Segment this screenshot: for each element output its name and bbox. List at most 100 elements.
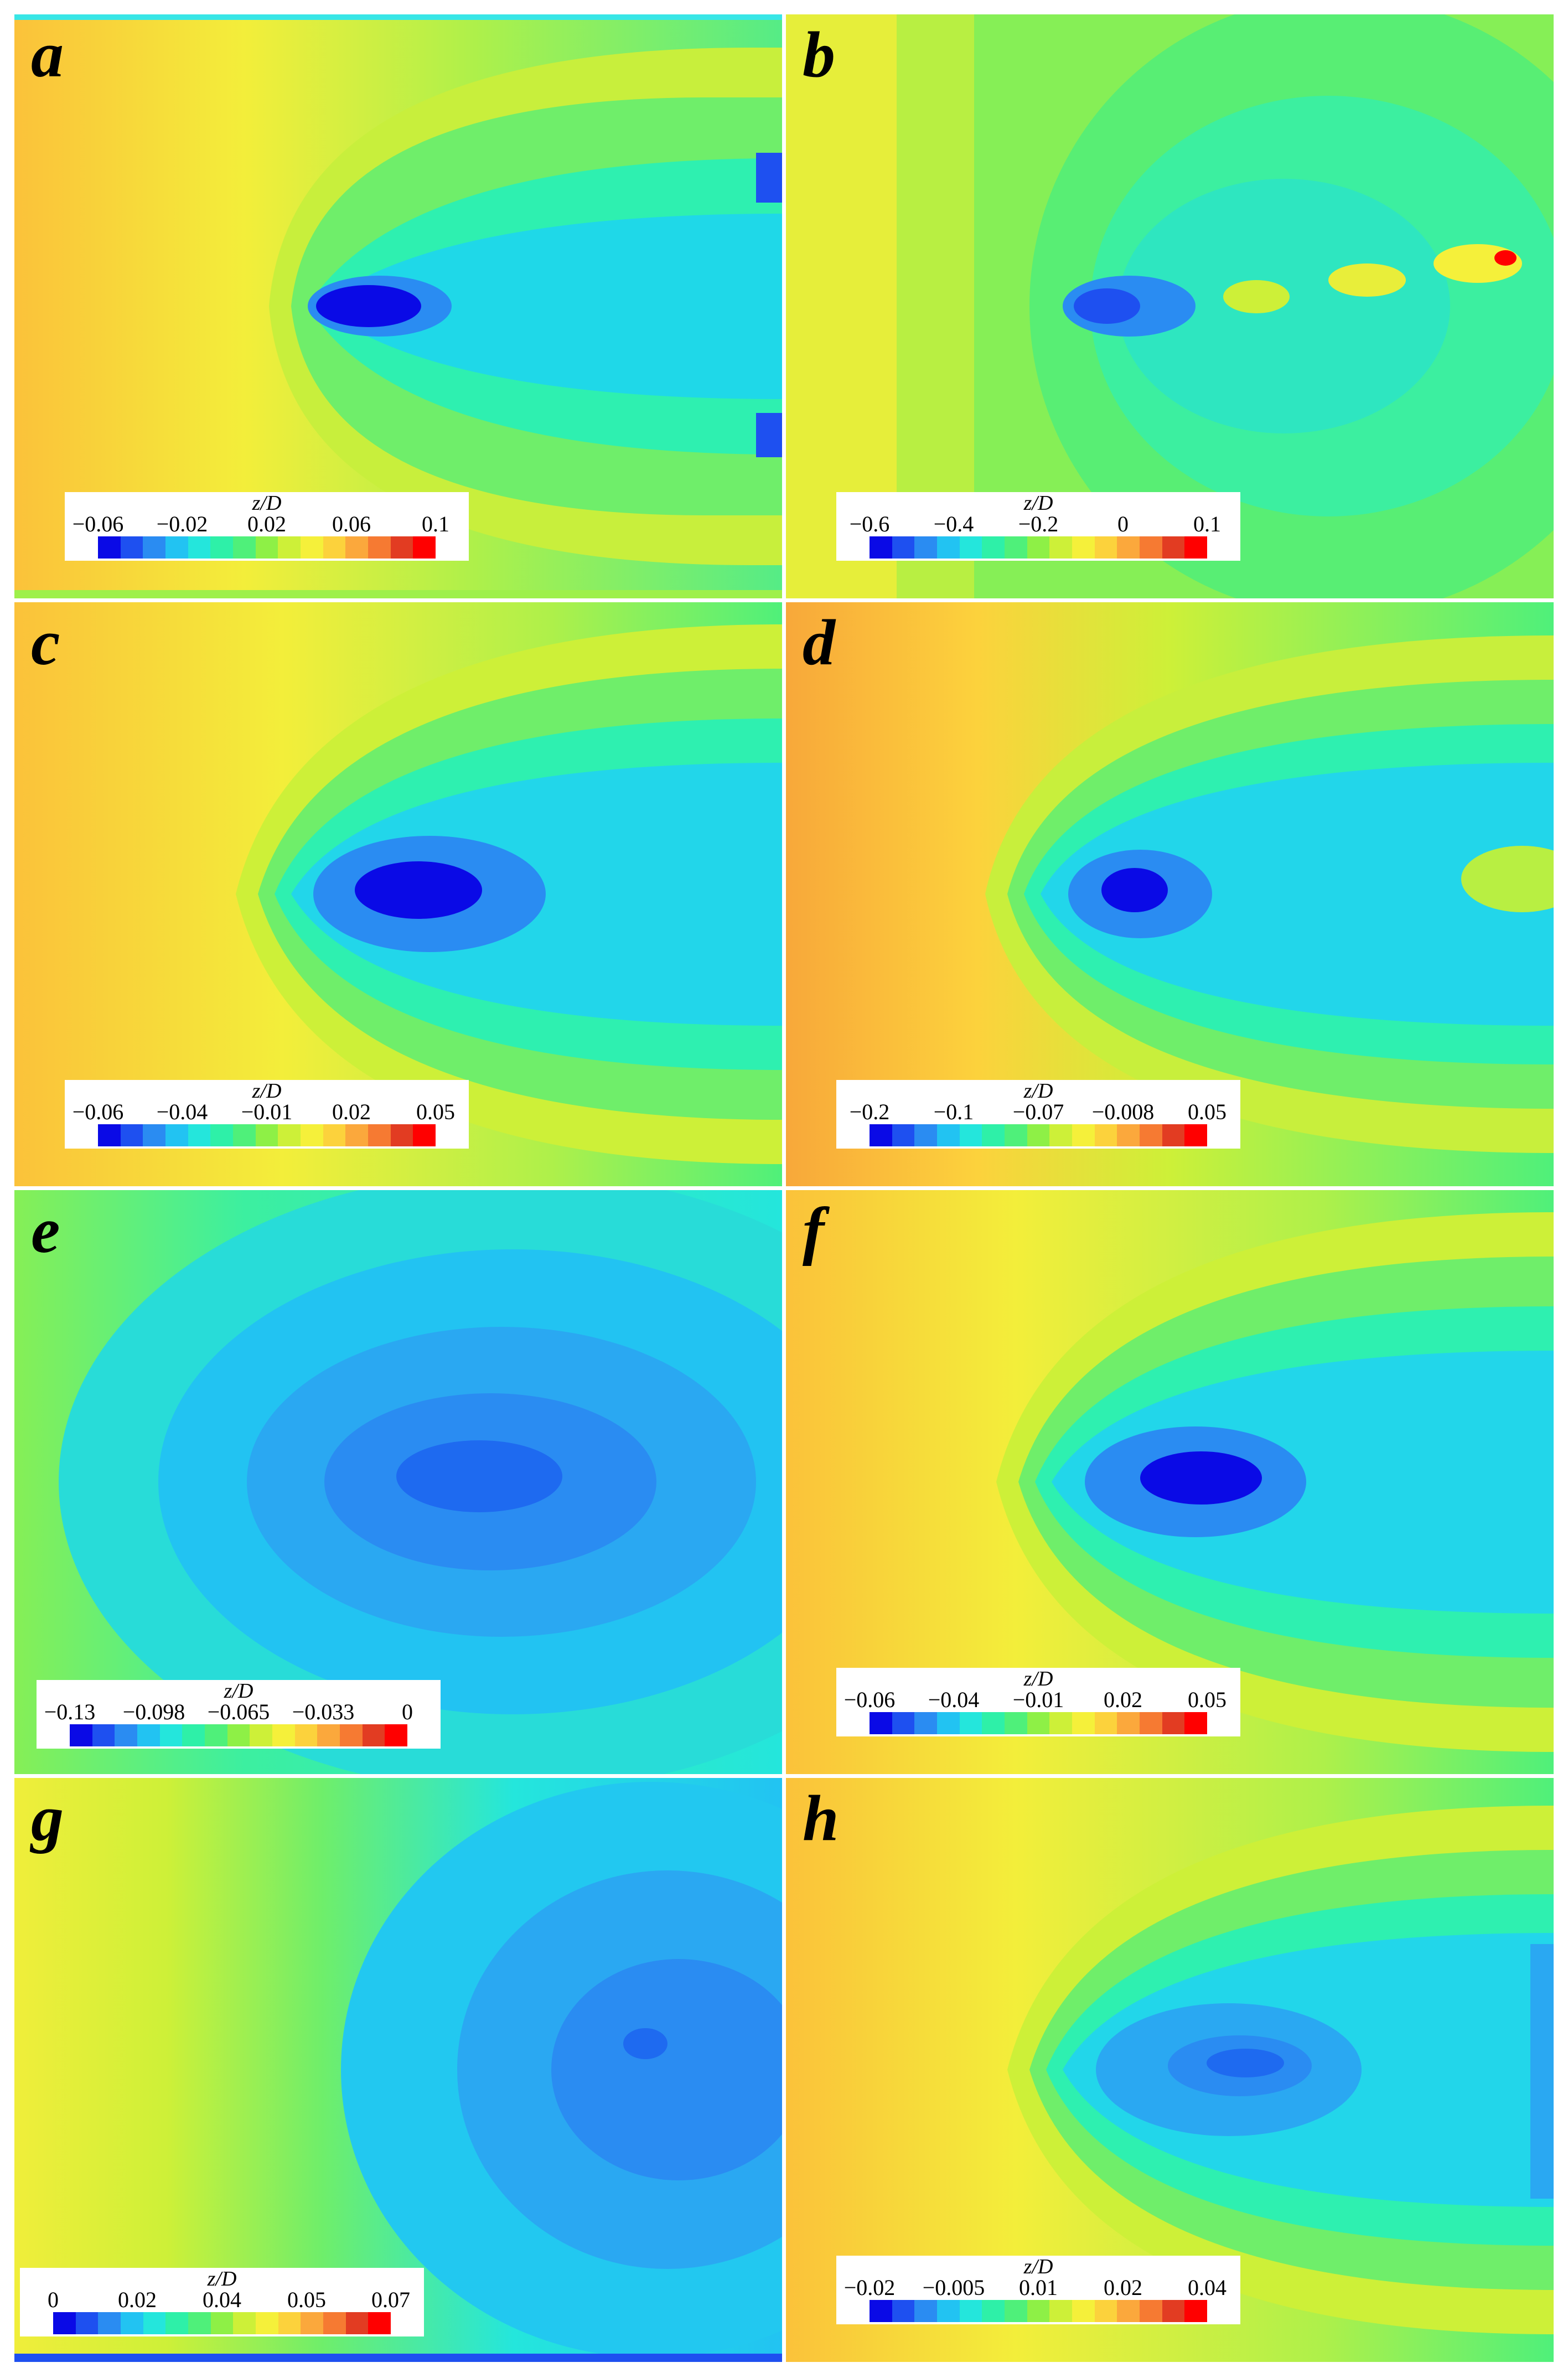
colorbar-swatch — [1049, 1712, 1073, 1734]
colorbar-swatch — [159, 1724, 183, 1746]
colorbar-swatch — [1027, 1124, 1050, 1146]
colorbar-swatch — [937, 1124, 960, 1146]
colorbar-swatch — [256, 2312, 278, 2334]
colorbar-swatch — [1117, 1124, 1140, 1146]
colorbar-swatch — [1049, 536, 1073, 559]
colorbar-tick: 0.02 — [118, 2287, 157, 2312]
colorbar-swatch — [982, 1124, 1005, 1146]
colorbar-tick: −0.033 — [292, 1699, 355, 1724]
colorbar-tick: −0.06 — [72, 1099, 124, 1124]
contour-field-e — [14, 1190, 782, 1774]
colorbar-swatch — [1184, 1124, 1208, 1146]
colorbar-swatch — [1162, 1124, 1185, 1146]
colorbar-swatch — [1005, 1712, 1027, 1734]
panel-f: f z/D −0.06 −0.04 −0.01 0.02 0.05 — [786, 1190, 1554, 1774]
colorbar-swatch — [233, 2312, 256, 2334]
colorbar-title: z/D — [252, 1079, 282, 1103]
colorbar — [870, 1124, 1208, 1146]
colorbar-swatch — [1184, 2300, 1208, 2322]
colorbar-tick: 0.04 — [1188, 2275, 1227, 2300]
colorbar-swatch — [323, 536, 346, 559]
colorbar-swatch — [92, 1724, 115, 1746]
colorbar-tick: −0.008 — [1091, 1099, 1155, 1124]
panel-label-g: g — [31, 1782, 64, 1854]
colorbar-legend-d: z/D −0.2 −0.1 −0.07 −0.008 0.05 — [836, 1080, 1240, 1149]
colorbar-tick: 0.02 — [1104, 1687, 1142, 1712]
colorbar-swatch — [368, 1124, 391, 1146]
colorbar-tick: −0.04 — [156, 1099, 208, 1124]
colorbar-swatch — [345, 2312, 369, 2334]
colorbar-swatch — [143, 536, 166, 559]
colorbar-swatch — [982, 1712, 1005, 1734]
colorbar-swatch — [1049, 2300, 1073, 2322]
colorbar-swatch — [390, 536, 413, 559]
colorbar-swatch — [390, 1124, 413, 1146]
colorbar-swatch — [959, 536, 982, 559]
colorbar-tick: 0.01 — [1019, 2275, 1058, 2300]
colorbar-swatch — [301, 2312, 324, 2334]
panel-a: a z/D −0.06 −0.02 0.02 0.06 0.1 — [14, 14, 782, 598]
colorbar-swatch — [368, 2312, 391, 2334]
colorbar-tick: 0.05 — [287, 2287, 326, 2312]
panel-c: c z/D −0.06 −0.04 −0.01 0.02 0.05 — [14, 602, 782, 1186]
colorbar-swatch — [301, 1124, 323, 1146]
colorbar-swatch — [98, 2312, 121, 2334]
colorbar-swatch — [75, 2312, 99, 2334]
colorbar-swatch — [870, 1712, 892, 1734]
colorbar-title: z/D — [252, 492, 282, 515]
colorbar-swatch — [323, 2312, 346, 2334]
colorbar-swatch — [121, 2312, 143, 2334]
colorbar-swatch — [982, 536, 1005, 559]
colorbar-swatch — [278, 536, 301, 559]
colorbar-title: z/D — [207, 2267, 237, 2291]
colorbar-swatch — [1117, 536, 1140, 559]
colorbar-swatch — [233, 1124, 256, 1146]
colorbar-swatch — [870, 2300, 892, 2322]
panel-label-b: b — [803, 18, 835, 91]
colorbar — [98, 536, 436, 559]
colorbar-tick: 0.05 — [416, 1099, 455, 1124]
colorbar-swatch — [892, 1712, 915, 1734]
colorbar-swatch — [914, 1712, 938, 1734]
panel-label-h: h — [803, 1782, 839, 1854]
colorbar-swatch — [255, 536, 278, 559]
colorbar-swatch — [323, 1124, 346, 1146]
colorbar-swatch — [1094, 1712, 1117, 1734]
colorbar-swatch — [188, 1124, 211, 1146]
colorbar-legend-a: z/D −0.06 −0.02 0.02 0.06 0.1 — [65, 492, 469, 561]
colorbar-swatch — [959, 1712, 982, 1734]
colorbar-swatch — [53, 2312, 76, 2334]
colorbar-swatch — [98, 536, 121, 559]
colorbar-swatch — [1072, 536, 1095, 559]
colorbar-swatch — [937, 536, 960, 559]
colorbar-tick: 0.06 — [332, 511, 371, 536]
colorbar-tick: −0.01 — [241, 1099, 293, 1124]
colorbar-swatch — [1049, 1124, 1073, 1146]
colorbar-tick: −0.005 — [922, 2275, 985, 2300]
colorbar-swatch — [250, 1724, 273, 1746]
colorbar-swatch — [914, 536, 938, 559]
colorbar-tick: −0.4 — [933, 511, 974, 536]
colorbar-swatch — [143, 2312, 166, 2334]
panel-h: h z/D −0.02 −0.005 0.01 0.02 0.04 — [786, 1778, 1554, 2362]
colorbar-tick: 0.05 — [1188, 1099, 1227, 1124]
colorbar-title: z/D — [1023, 1667, 1053, 1691]
panel-e: e z/D −0.13 −0.098 −0.065 −0.033 0 — [14, 1190, 782, 1774]
colorbar-swatch — [227, 1724, 250, 1746]
colorbar-tick: 0.07 — [371, 2287, 410, 2312]
colorbar-swatch — [98, 1124, 121, 1146]
colorbar-swatch — [937, 1712, 960, 1734]
colorbar-tick: 0.02 — [247, 511, 286, 536]
colorbar-tick: −0.06 — [843, 1687, 896, 1712]
colorbar-tick: −0.02 — [156, 511, 208, 536]
colorbar-swatch — [1005, 536, 1027, 559]
colorbar-swatch — [892, 2300, 915, 2322]
colorbar-swatch — [278, 1124, 301, 1146]
colorbar-swatch — [413, 536, 436, 559]
colorbar-swatch — [345, 536, 369, 559]
colorbar-tick: 0.1 — [422, 511, 449, 536]
colorbar-swatch — [210, 536, 234, 559]
colorbar-swatch — [1094, 2300, 1117, 2322]
colorbar-tick: 0.02 — [332, 1099, 371, 1124]
